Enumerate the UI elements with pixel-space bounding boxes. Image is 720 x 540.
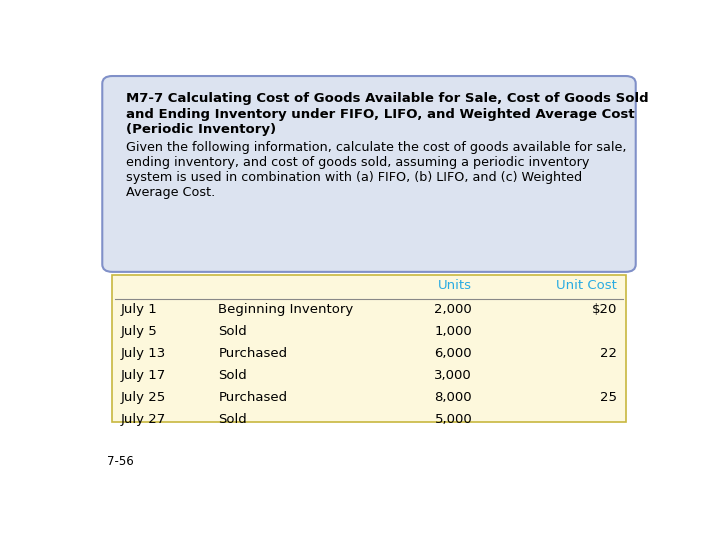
Text: 8,000: 8,000 bbox=[435, 391, 472, 404]
Text: system is used in combination with (a) FIFO, (b) LIFO, and (c) Weighted: system is used in combination with (a) F… bbox=[126, 171, 582, 184]
FancyBboxPatch shape bbox=[102, 76, 636, 272]
Text: July 25: July 25 bbox=[121, 391, 166, 404]
Text: Sold: Sold bbox=[218, 325, 247, 338]
Text: 22: 22 bbox=[600, 347, 617, 360]
Text: July 5: July 5 bbox=[121, 325, 158, 338]
Text: 25: 25 bbox=[600, 391, 617, 404]
Text: M7-7 Calculating Cost of Goods Available for Sale, Cost of Goods Sold: M7-7 Calculating Cost of Goods Available… bbox=[126, 92, 649, 105]
FancyBboxPatch shape bbox=[81, 58, 657, 483]
Text: Purchased: Purchased bbox=[218, 347, 287, 360]
Text: 5,000: 5,000 bbox=[434, 413, 472, 426]
Text: 3,000: 3,000 bbox=[434, 369, 472, 382]
Text: July 13: July 13 bbox=[121, 347, 166, 360]
Text: July 1: July 1 bbox=[121, 303, 158, 316]
Bar bbox=[112, 275, 626, 422]
Text: Unit Cost: Unit Cost bbox=[557, 279, 617, 292]
Text: Purchased: Purchased bbox=[218, 391, 287, 404]
Text: Beginning Inventory: Beginning Inventory bbox=[218, 303, 354, 316]
Text: and Ending Inventory under FIFO, LIFO, and Weighted Average Cost: and Ending Inventory under FIFO, LIFO, a… bbox=[126, 107, 635, 120]
Text: 2,000: 2,000 bbox=[434, 303, 472, 316]
Text: (Periodic Inventory): (Periodic Inventory) bbox=[126, 124, 276, 137]
Text: $20: $20 bbox=[592, 303, 617, 316]
Text: Average Cost.: Average Cost. bbox=[126, 186, 215, 199]
Text: July 17: July 17 bbox=[121, 369, 166, 382]
Text: Given the following information, calculate the cost of goods available for sale,: Given the following information, calcula… bbox=[126, 141, 627, 154]
Text: Sold: Sold bbox=[218, 369, 247, 382]
Text: 1,000: 1,000 bbox=[434, 325, 472, 338]
Text: ending inventory, and cost of goods sold, assuming a periodic inventory: ending inventory, and cost of goods sold… bbox=[126, 156, 590, 169]
Text: Units: Units bbox=[438, 279, 472, 292]
Text: 6,000: 6,000 bbox=[435, 347, 472, 360]
Text: July 27: July 27 bbox=[121, 413, 166, 426]
Text: 7-56: 7-56 bbox=[107, 455, 133, 468]
Text: Sold: Sold bbox=[218, 413, 247, 426]
